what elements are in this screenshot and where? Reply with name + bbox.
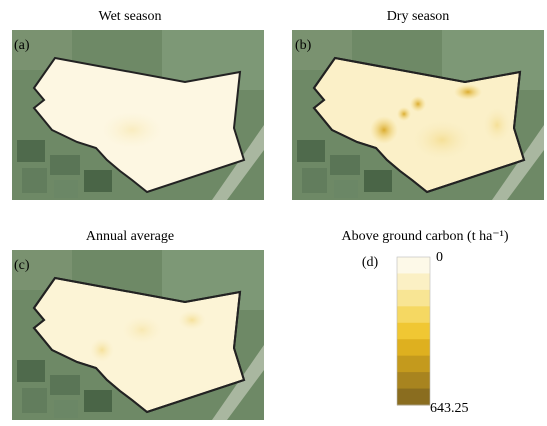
panel-label: (a) xyxy=(14,38,30,53)
legend-max: 643.25 xyxy=(430,401,469,416)
map-panel xyxy=(12,30,264,200)
panel-title: Annual average xyxy=(86,229,174,244)
figure: Wet season (a) Dry season (b) Annual ave… xyxy=(0,0,547,421)
colorbar-step xyxy=(397,306,430,323)
colorbar-step xyxy=(397,372,430,389)
panel-label: (b) xyxy=(295,38,312,53)
colorbar-step xyxy=(397,273,430,290)
colorbar-step xyxy=(397,290,430,307)
panel-title: Dry season xyxy=(387,9,450,24)
colorbar-step xyxy=(397,257,430,274)
legend-title: Above ground carbon (t ha⁻¹) xyxy=(341,229,508,244)
legend-label: (d) xyxy=(362,255,379,270)
map-panel xyxy=(292,30,544,200)
colorbar-step xyxy=(397,389,430,406)
colorbar-step xyxy=(397,323,430,340)
legend-min: 0 xyxy=(436,250,443,265)
panel-label: (c) xyxy=(14,258,30,273)
panel-title: Wet season xyxy=(98,9,161,24)
colorbar-step xyxy=(397,356,430,373)
map-panel xyxy=(12,250,264,420)
colorbar xyxy=(397,257,430,406)
colorbar-step xyxy=(397,339,430,356)
